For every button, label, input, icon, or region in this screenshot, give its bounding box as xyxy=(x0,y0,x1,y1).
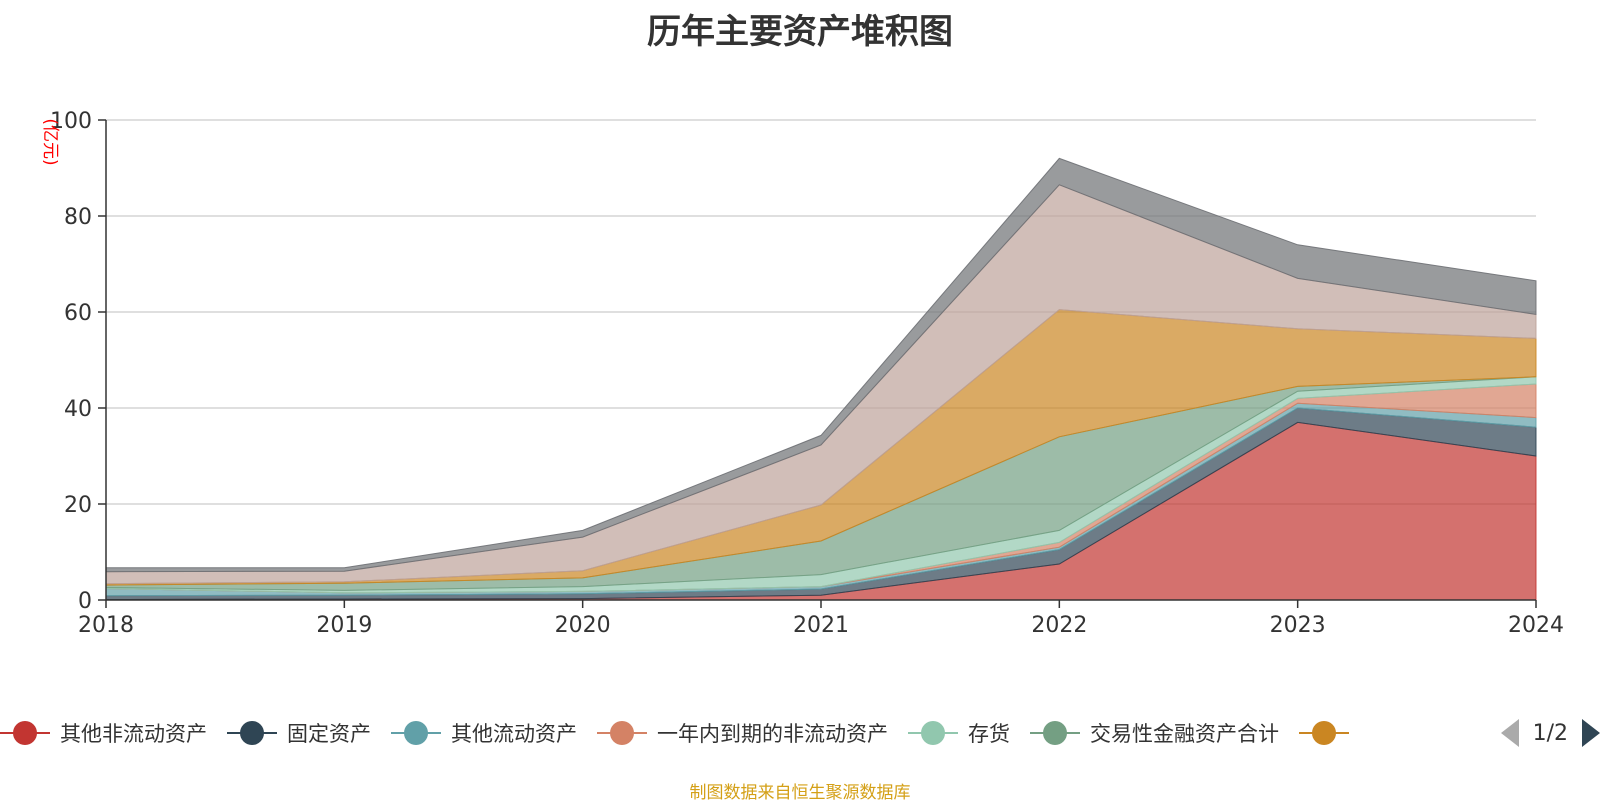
legend-label: 存货 xyxy=(968,722,1010,746)
legend-label: 交易性金融资产合计 xyxy=(1090,722,1279,746)
legend-item[interactable]: 一年内到期的非流动资产 xyxy=(597,718,888,748)
x-tick-label: 2018 xyxy=(78,613,134,638)
legend-item[interactable]: 其他流动资产 xyxy=(391,718,577,748)
legend-label: 一年内到期的非流动资产 xyxy=(657,722,888,746)
y-tick-label: 60 xyxy=(64,301,92,326)
x-tick-label: 2019 xyxy=(316,613,372,638)
legend-marker-icon xyxy=(1299,721,1349,745)
legend-marker-icon xyxy=(391,721,441,745)
legend-label: 其他非流动资产 xyxy=(60,722,207,746)
legend-marker-icon xyxy=(908,721,958,745)
area-series xyxy=(105,157,1537,601)
legend-label: 其他流动资产 xyxy=(451,722,577,746)
chart-title: 历年主要资产堆积图 xyxy=(647,12,953,52)
x-tick-label: 2021 xyxy=(793,613,849,638)
legend-item[interactable]: 存货 xyxy=(908,718,1010,748)
y-tick-label: 80 xyxy=(64,205,92,230)
legend-prev-icon[interactable] xyxy=(1500,719,1519,747)
legend-item[interactable]: 其他非流动资产 xyxy=(0,718,207,748)
y-tick-label: 20 xyxy=(64,493,92,518)
legend-marker-icon xyxy=(1030,721,1080,745)
legend-item[interactable]: 交易性金融资产合计 xyxy=(1030,718,1279,748)
legend: 其他非流动资产 固定资产 其他流动资产 一年内到期的非流动资产 存货 交易性金融资产合计 xyxy=(0,716,1600,750)
area-series-9[interactable] xyxy=(105,157,1537,573)
legend-marker-icon xyxy=(227,721,277,745)
legend-next-icon[interactable] xyxy=(1582,719,1600,747)
legend-page-indicator: 1/2 xyxy=(1532,720,1568,746)
y-tick-label: 0 xyxy=(78,589,92,614)
legend-item[interactable] xyxy=(1299,721,1359,745)
legend-marker-icon xyxy=(0,721,50,745)
y-tick-label: 40 xyxy=(64,397,92,422)
legend-pager: 1/2 xyxy=(1500,716,1600,750)
x-tick-label: 2023 xyxy=(1270,613,1326,638)
legend-marker-icon xyxy=(597,721,647,745)
legend-label: 固定资产 xyxy=(287,722,371,746)
y-axis-label: (亿元) xyxy=(40,118,60,165)
data-source-note: 制图数据来自恒生聚源数据库 xyxy=(689,783,911,803)
y-tick-label: 100 xyxy=(50,109,92,134)
legend-item[interactable]: 固定资产 xyxy=(227,718,371,748)
x-tick-label: 2022 xyxy=(1031,613,1087,638)
x-tick-label: 2024 xyxy=(1508,613,1564,638)
x-tick-label: 2020 xyxy=(555,613,611,638)
axes: 0 20 40 60 80 100 2018 2019 2020 2021 2022 2023 2024 xyxy=(50,109,1564,638)
